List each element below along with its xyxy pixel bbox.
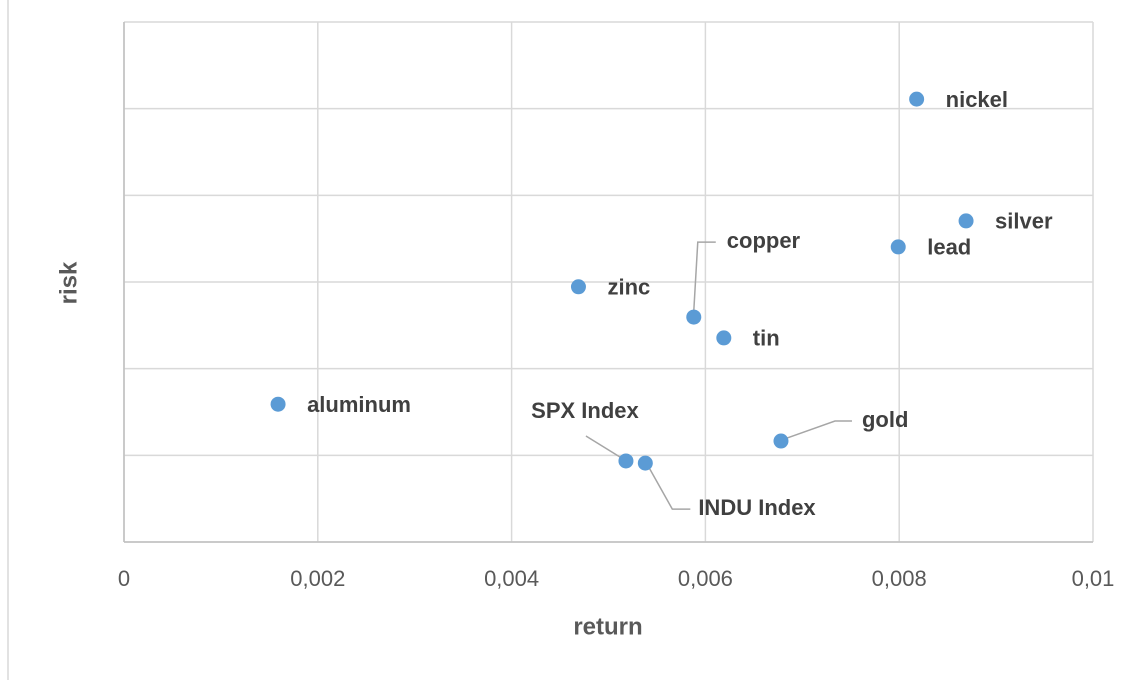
y-axis-title: risk xyxy=(55,261,82,304)
leader-line xyxy=(693,241,716,312)
point xyxy=(716,330,732,346)
point-label: lead xyxy=(927,235,971,260)
leader-line xyxy=(585,435,621,458)
point xyxy=(270,396,286,412)
point xyxy=(570,279,586,295)
x-axis-title: return xyxy=(573,613,642,640)
x-tick-label: 0,01 xyxy=(1072,566,1115,591)
x-tick-label: 0,006 xyxy=(678,566,733,591)
x-tick-label: 0,004 xyxy=(484,566,539,591)
point-label: zinc xyxy=(607,275,650,300)
point xyxy=(890,239,906,255)
point-label: INDU Index xyxy=(698,495,816,520)
point-label: gold xyxy=(862,407,908,432)
point-label: SPX Index xyxy=(531,398,639,423)
point-label: tin xyxy=(753,326,780,351)
point xyxy=(637,455,653,471)
point-label: copper xyxy=(727,228,801,253)
x-tick-label: 0,002 xyxy=(290,566,345,591)
point xyxy=(958,213,974,229)
leader-line xyxy=(648,467,691,510)
x-tick-label: 0,008 xyxy=(872,566,927,591)
point-label: nickel xyxy=(946,87,1008,112)
point xyxy=(618,453,634,469)
x-tick-label: 0 xyxy=(118,566,130,591)
point-label: silver xyxy=(995,209,1053,234)
point-label: aluminum xyxy=(307,392,411,417)
point xyxy=(686,309,702,325)
leader-line xyxy=(786,420,852,439)
point xyxy=(773,433,789,449)
point xyxy=(909,91,925,107)
